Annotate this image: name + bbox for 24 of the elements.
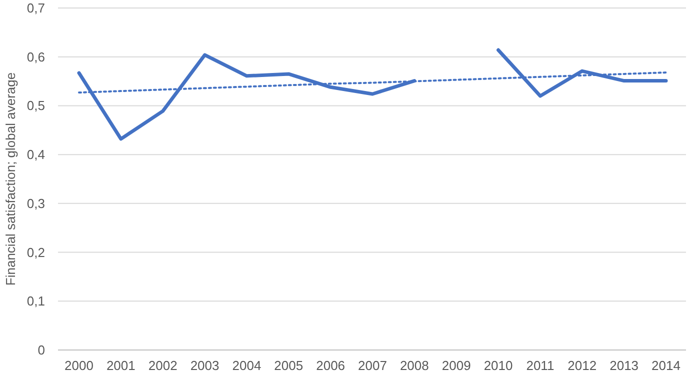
- y-tick-label: 0,1: [26, 294, 45, 309]
- x-tick-label: 2000: [64, 358, 94, 373]
- y-tick-label: 0,7: [26, 0, 45, 16]
- x-tick-label: 2011: [526, 358, 554, 373]
- x-tick-label: 2014: [652, 358, 680, 373]
- y-tick-label: 0: [38, 342, 45, 358]
- x-tick-label: 2003: [190, 358, 220, 373]
- y-tick-label: 0,5: [26, 98, 45, 114]
- x-tick-label: 2001: [106, 358, 136, 373]
- x-tick-label: 2010: [484, 358, 513, 373]
- x-tick-label: 2012: [568, 358, 597, 373]
- y-axis-title: Financial satisfaction; global average: [3, 72, 18, 286]
- x-tick-label: 2007: [358, 358, 387, 373]
- y-tick-label: 0,4: [26, 147, 45, 162]
- x-tick-label: 2005: [274, 358, 304, 373]
- x-tick-label: 2013: [610, 358, 639, 373]
- x-tick-label: 2009: [442, 358, 471, 373]
- y-tick-label: 0,3: [26, 196, 45, 211]
- x-tick-label: 2002: [148, 358, 178, 373]
- y-tick-label: 0,6: [26, 49, 45, 64]
- x-tick-label: 2004: [232, 358, 262, 373]
- x-tick-label: 2008: [400, 358, 429, 373]
- y-tick-label: 0,2: [26, 244, 45, 260]
- x-tick-label: 2006: [316, 358, 346, 373]
